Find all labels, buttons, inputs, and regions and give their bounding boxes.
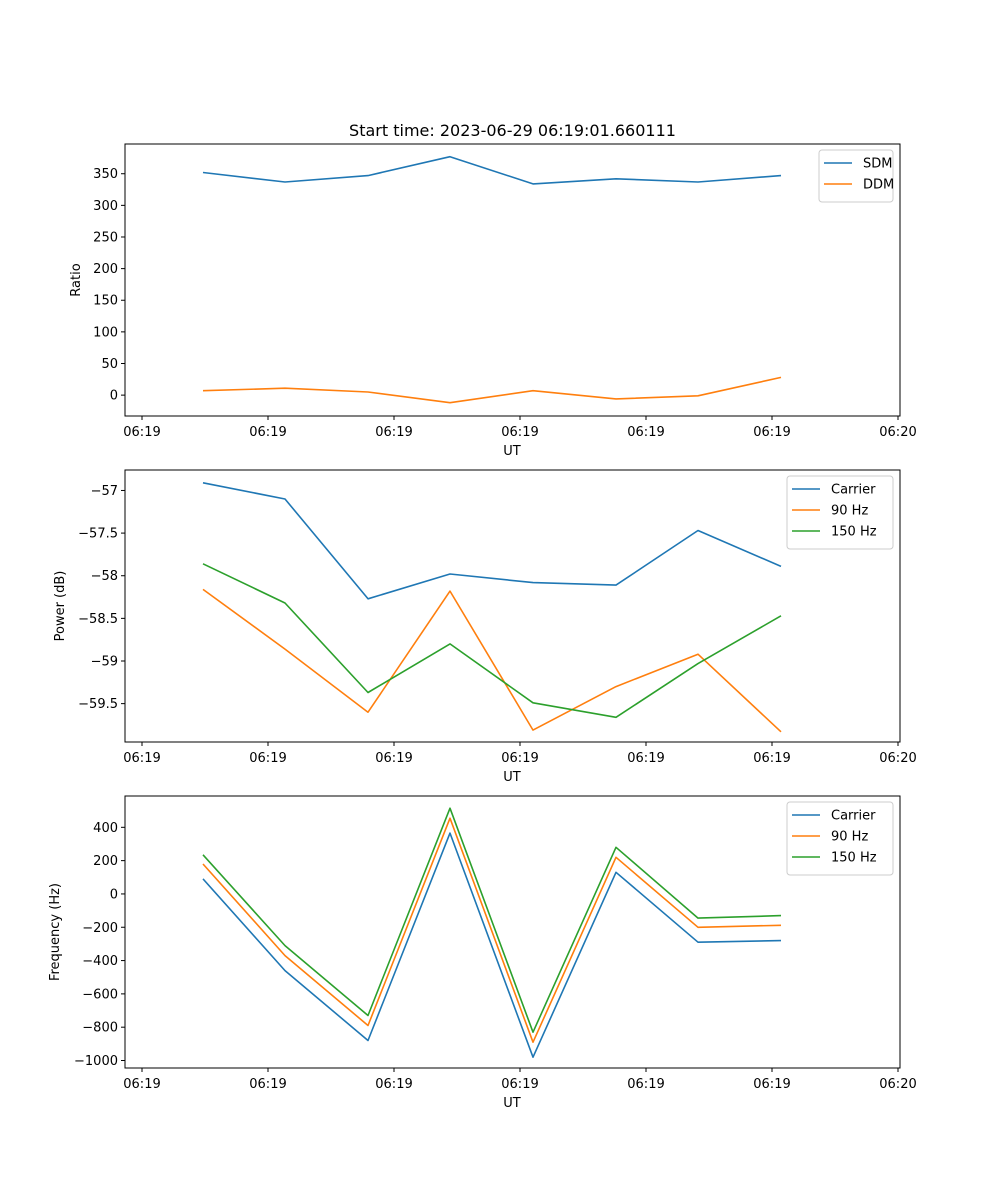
series-line-150-hz: [202, 563, 782, 719]
x-tick-label: 06:20: [879, 751, 916, 766]
axes-frame: [124, 469, 901, 743]
legend: SDM DDM: [818, 149, 894, 203]
y-tick-label: −58.5: [78, 612, 118, 627]
legend-label: DDM: [863, 178, 894, 193]
series-line-carrier: [202, 832, 782, 1058]
x-tick-label: 06:19: [501, 425, 538, 440]
legend-label: 90 Hz: [831, 504, 868, 519]
x-tick-label: 06:19: [375, 425, 412, 440]
legend-label: 90 Hz: [831, 830, 868, 845]
y-tick-label: −600: [82, 987, 118, 1002]
axes-frame: [124, 795, 901, 1069]
legend-label: SDM: [863, 157, 892, 172]
series-line-carrier: [202, 482, 782, 600]
y-tick-label: 0: [110, 389, 118, 404]
y-tick-label: −59: [91, 654, 118, 669]
x-tick-label: 06:19: [123, 1077, 160, 1092]
legend: Carrier 90 Hz 150 Hz: [786, 475, 894, 550]
axes-frame: [124, 143, 901, 417]
series-line-ddm: [202, 376, 782, 404]
y-tick-label: −1000: [74, 1054, 118, 1069]
y-axis-label: Power (dB): [53, 571, 68, 642]
x-tick-label: 06:19: [249, 751, 286, 766]
x-tick-label: 06:19: [501, 751, 538, 766]
x-tick-label: 06:19: [375, 1077, 412, 1092]
x-tick-label: 06:19: [249, 425, 286, 440]
x-tick-label: 06:19: [753, 425, 790, 440]
x-tick-label: 06:19: [123, 425, 160, 440]
y-tick-label: −58: [91, 569, 118, 584]
chart-panel-1: 06:19 06:19 06:19 06:19 06:19 06:19 06:20 0 50 10…: [69, 143, 917, 459]
x-tick-label: 06:20: [879, 1077, 916, 1092]
x-tick-label: 06:19: [753, 1077, 790, 1092]
legend-label: Carrier: [831, 809, 876, 824]
chart-panel-2: 06:19 06:19 06:19 06:19 06:19 06:19 06:20 −57 −5…: [53, 469, 917, 785]
x-tick-label: 06:19: [627, 751, 664, 766]
y-tick-label: −57.5: [78, 527, 118, 542]
series-line-sdm: [202, 155, 782, 185]
y-tick-label: −59.5: [78, 697, 118, 712]
x-axis-label: UT: [503, 1096, 521, 1111]
series-line-90-hz: [202, 588, 782, 733]
y-tick-label: −57: [91, 484, 118, 499]
y-tick-label: 300: [93, 199, 118, 214]
chart-panel-3: 06:19 06:19 06:19 06:19 06:19 06:19 06:20 400 20…: [48, 795, 917, 1111]
y-axis-label: Ratio: [69, 263, 84, 296]
figure-title: Start time: 2023-06-29 06:19:01.660111: [349, 121, 676, 140]
y-tick-label: 350: [93, 167, 118, 182]
x-tick-label: 06:19: [753, 751, 790, 766]
x-axis-label: UT: [503, 770, 521, 785]
y-tick-label: 0: [110, 887, 118, 902]
legend-label: 150 Hz: [831, 851, 877, 866]
y-tick-label: 150: [93, 294, 118, 309]
series-line-150-hz: [202, 807, 782, 1033]
y-tick-label: 400: [93, 821, 118, 836]
legend-label: Carrier: [831, 483, 876, 498]
y-tick-label: −800: [82, 1021, 118, 1036]
x-tick-label: 06:19: [627, 1077, 664, 1092]
x-tick-label: 06:19: [249, 1077, 286, 1092]
y-tick-label: 200: [93, 262, 118, 277]
x-tick-label: 06:19: [501, 1077, 538, 1092]
y-axis-label: Frequency (Hz): [48, 883, 63, 981]
legend: Carrier 90 Hz 150 Hz: [786, 801, 894, 876]
legend-label: 150 Hz: [831, 525, 877, 540]
series-line-90-hz: [202, 817, 782, 1043]
y-tick-label: 250: [93, 230, 118, 245]
x-tick-label: 06:20: [879, 425, 916, 440]
y-tick-label: 50: [101, 357, 118, 372]
x-axis-label: UT: [503, 444, 521, 459]
x-tick-label: 06:19: [123, 751, 160, 766]
panels: 06:19 06:19 06:19 06:19 06:19 06:19 06:20 0 50 10…: [48, 143, 917, 1111]
y-tick-label: 100: [93, 325, 118, 340]
x-tick-label: 06:19: [375, 751, 412, 766]
y-tick-label: −200: [82, 921, 118, 936]
y-tick-label: 200: [93, 854, 118, 869]
x-tick-label: 06:19: [627, 425, 664, 440]
y-tick-label: −400: [82, 954, 118, 969]
